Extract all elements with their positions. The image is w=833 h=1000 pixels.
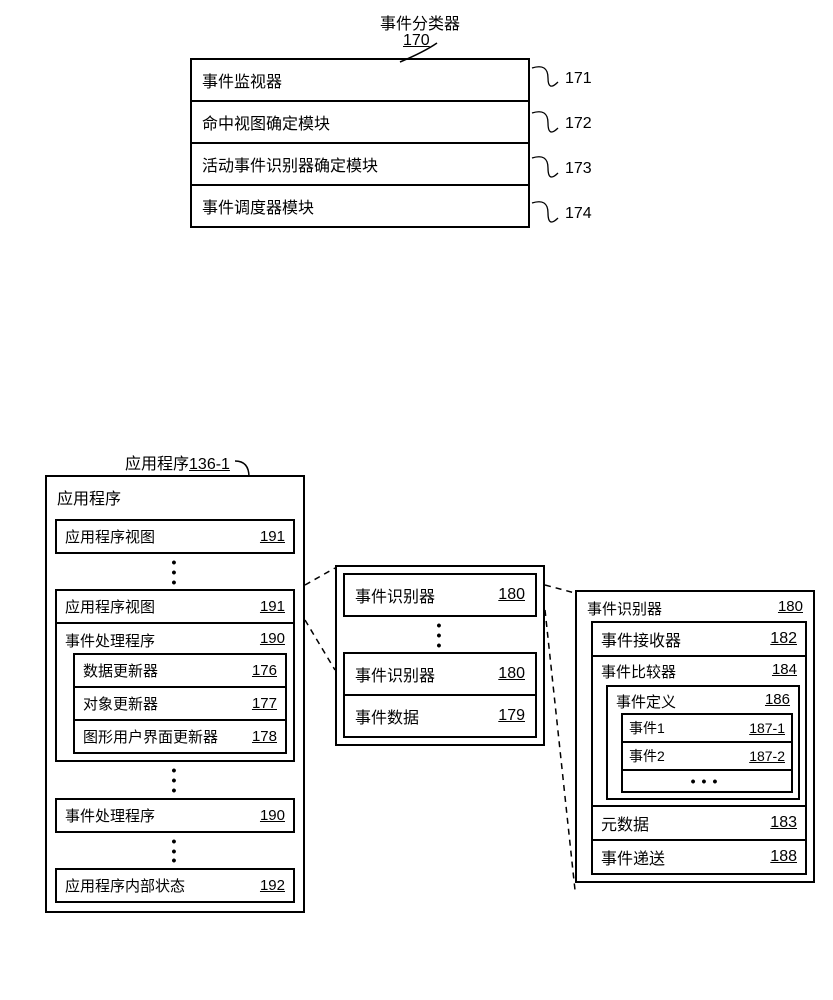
app-header-text: 应用程序 (57, 491, 121, 508)
mid-recognizer-1-label: 事件识别器 (355, 662, 435, 686)
mid-recognizer-1-ref: 180 (498, 665, 525, 683)
app-title-prefix: 应用程序 (125, 456, 189, 473)
handler-child-1-label: 对象更新器 (83, 693, 158, 714)
top-ref-2-text: 173 (565, 160, 592, 177)
handler-child-2-label: 图形用户界面更新器 (83, 726, 218, 747)
mid-event-data: 事件数据 179 (343, 694, 537, 738)
top-title-ref: 170 (403, 32, 430, 50)
app-block: 应用程序 应用程序视图 191 ••• 应用程序视图 191 事件处理程序 19… (45, 475, 305, 913)
right-metadata-ref: 183 (770, 814, 797, 832)
top-row-1: 命中视图确定模块 (190, 100, 530, 144)
dash-left-mid (305, 565, 345, 675)
right-comparator: 事件比较器 184 事件定义 186 事件1 187-1 事件2 187-2 •… (591, 655, 807, 807)
app-view-1: 应用程序视图 191 (55, 589, 295, 624)
top-title-ref-text: 170 (403, 32, 430, 49)
right-event-0-ref: 187-1 (749, 720, 785, 736)
handler-ref-0: 190 (260, 630, 285, 651)
handler-row-1: 事件处理程序 190 (55, 798, 295, 833)
top-row-2: 活动事件识别器确定模块 (190, 142, 530, 186)
app-title-ref: 136-1 (189, 456, 230, 473)
app-views-stack: 应用程序视图 191 ••• 应用程序视图 191 事件处理程序 190 数据更… (55, 519, 295, 903)
app-view-1-label: 应用程序视图 (65, 596, 155, 617)
mid-recognizer-0: 事件识别器 180 (343, 573, 537, 617)
handler-row-1-label: 事件处理程序 (65, 805, 155, 826)
top-row-1-label: 命中视图确定模块 (202, 110, 330, 134)
internal-state-row: 应用程序内部状态 192 (55, 868, 295, 903)
top-ref-1-text: 172 (565, 115, 592, 132)
right-event-ellipsis: ••• (621, 769, 793, 793)
handler-child-0-label: 数据更新器 (83, 660, 158, 681)
top-ref-3-text: 174 (565, 205, 592, 222)
handler-child-1-ref: 177 (252, 695, 277, 712)
ellipsis-views-0: ••• (55, 554, 295, 591)
internal-state-ref: 192 (260, 877, 285, 894)
right-comparator-header: 事件比较器 184 (598, 660, 800, 685)
top-ref-2: 173 (565, 160, 592, 178)
mid-recognizer-0-ref: 180 (498, 586, 525, 604)
handler-child-2-ref: 178 (252, 728, 277, 745)
internal-state-label: 应用程序内部状态 (65, 875, 185, 896)
app-title: 应用程序136-1 (125, 450, 230, 474)
right-definition-ref: 186 (765, 691, 790, 712)
right-receiver-ref: 182 (770, 630, 797, 648)
middle-block: 事件识别器 180 ••• 事件识别器 180 事件数据 179 (335, 565, 545, 746)
right-metadata: 元数据 183 (591, 805, 807, 841)
right-block: 事件识别器 180 事件接收器 182 事件比较器 184 事件定义 186 事… (575, 590, 815, 883)
handler-box-0: 事件处理程序 190 数据更新器 176 对象更新器 177 图形用户界面更新器… (55, 622, 295, 762)
ellipsis-bottom: ••• (55, 833, 295, 870)
top-block: 事件监视器 命中视图确定模块 活动事件识别器确定模块 事件调度器模块 (190, 58, 530, 228)
top-title: 事件分类器 (380, 10, 460, 34)
top-ref-0: 171 (565, 70, 592, 88)
right-delivery-ref: 188 (770, 848, 797, 866)
handler-label-0: 事件处理程序 (65, 630, 155, 651)
handler-child-1: 对象更新器 177 (73, 686, 287, 721)
app-header: 应用程序 (55, 483, 295, 515)
right-delivery-label: 事件递送 (601, 845, 665, 869)
top-title-text: 事件分类器 (380, 16, 460, 33)
dash-mid-right (545, 575, 585, 905)
top-ref-3: 174 (565, 205, 592, 223)
handler-child-0: 数据更新器 176 (73, 653, 287, 688)
mid-event-data-ref: 179 (498, 707, 525, 725)
right-event-0-label: 事件1 (629, 718, 665, 738)
right-comparator-label: 事件比较器 (601, 661, 676, 682)
top-row-0-label: 事件监视器 (202, 68, 282, 92)
right-recognizer-header: 事件识别器 180 (583, 596, 807, 623)
right-definition-header: 事件定义 186 (613, 690, 793, 715)
right-metadata-label: 元数据 (601, 811, 649, 835)
ellipsis-handlers: ••• (55, 762, 295, 799)
right-event-1: 事件2 187-2 (621, 741, 793, 771)
right-recognizer-label: 事件识别器 (587, 598, 662, 619)
right-event-1-label: 事件2 (629, 746, 665, 766)
right-delivery: 事件递送 188 (591, 839, 807, 875)
mid-ellipsis: ••• (343, 617, 537, 654)
top-row-0: 事件监视器 (190, 58, 530, 102)
right-event-1-ref: 187-2 (749, 748, 785, 764)
right-receiver: 事件接收器 182 (591, 621, 807, 657)
mid-recognizer-1: 事件识别器 180 (343, 652, 537, 696)
top-row-3-label: 事件调度器模块 (202, 194, 314, 218)
right-comparator-ref: 184 (772, 661, 797, 682)
app-view-0: 应用程序视图 191 (55, 519, 295, 554)
handler-row-1-ref: 190 (260, 807, 285, 824)
right-recognizer-ref: 180 (778, 598, 803, 619)
mid-recognizer-0-label: 事件识别器 (355, 583, 435, 607)
right-definition-label: 事件定义 (616, 691, 676, 712)
top-row-3: 事件调度器模块 (190, 184, 530, 228)
handler-child-2: 图形用户界面更新器 178 (73, 719, 287, 754)
right-definition: 事件定义 186 事件1 187-1 事件2 187-2 ••• (606, 685, 800, 800)
right-receiver-label: 事件接收器 (601, 627, 681, 651)
top-row-2-label: 活动事件识别器确定模块 (202, 152, 378, 176)
top-ref-1: 172 (565, 115, 592, 133)
app-view-0-label: 应用程序视图 (65, 526, 155, 547)
handler-header-0: 事件处理程序 190 (63, 628, 287, 655)
app-view-1-ref: 191 (260, 598, 285, 615)
handler-child-0-ref: 176 (252, 662, 277, 679)
app-view-0-ref: 191 (260, 528, 285, 545)
top-ref-0-text: 171 (565, 70, 592, 87)
right-event-0: 事件1 187-1 (621, 713, 793, 743)
mid-event-data-label: 事件数据 (355, 704, 419, 728)
